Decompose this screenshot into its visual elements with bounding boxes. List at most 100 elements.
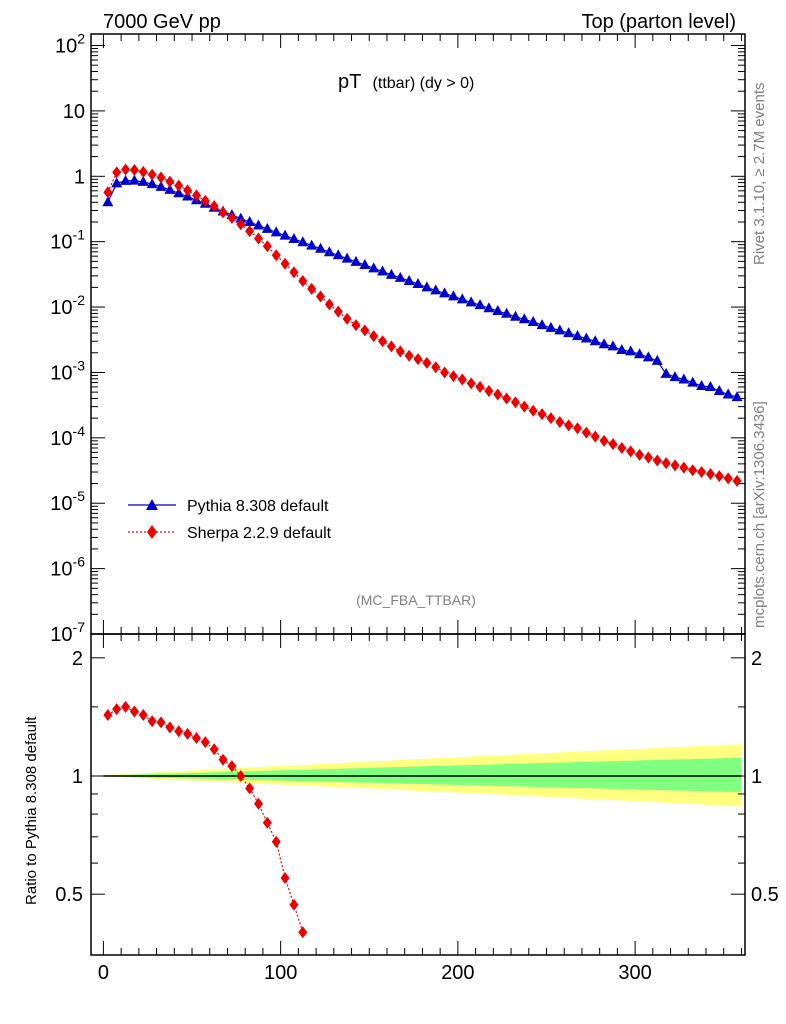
- triangle-marker: [447, 290, 459, 301]
- diamond-marker: [103, 709, 113, 722]
- diamond-marker: [289, 266, 299, 279]
- diamond-marker: [555, 415, 565, 428]
- triangle-marker: [589, 335, 601, 346]
- diamond-marker: [431, 361, 441, 374]
- main-frame: [90, 33, 746, 635]
- diamond-marker: [191, 189, 201, 202]
- diamond-marker: [626, 445, 636, 458]
- diamond-marker: [156, 171, 166, 184]
- diamond-marker: [697, 466, 707, 479]
- diamond-marker: [519, 400, 529, 413]
- x-tick-label: 200: [441, 962, 474, 984]
- triangle-marker: [527, 316, 539, 327]
- triangle-marker: [377, 265, 389, 276]
- diamond-marker: [227, 760, 237, 773]
- diamond-marker: [209, 200, 219, 213]
- triangle-marker: [634, 348, 646, 359]
- triangle-marker: [412, 278, 424, 289]
- diamond-marker: [183, 727, 193, 740]
- diamond-marker: [138, 709, 148, 722]
- diamond-marker: [262, 816, 272, 829]
- diamond-marker: [253, 232, 263, 245]
- diamond-marker: [475, 380, 485, 393]
- diamond-marker: [590, 430, 600, 443]
- x-tick-label: 0: [98, 962, 109, 984]
- diamond-marker: [121, 163, 131, 176]
- x-tick-label: 300: [618, 962, 651, 984]
- y-tick-label: 10-7: [50, 619, 85, 646]
- triangle-marker: [616, 344, 628, 355]
- diamond-marker: [652, 454, 662, 467]
- triangle-marker: [385, 268, 397, 279]
- triangle-marker: [128, 174, 140, 185]
- series-line: [107, 168, 738, 482]
- diamond-marker: [271, 249, 281, 262]
- diamond-marker: [280, 871, 290, 884]
- diamond-marker: [466, 377, 476, 390]
- diamond-marker: [484, 385, 494, 398]
- triangle-marker: [456, 293, 468, 304]
- ratio-y-tick-label: 2: [72, 648, 83, 670]
- triangle-marker: [545, 321, 557, 332]
- diamond-marker: [165, 721, 175, 734]
- diamond-marker: [236, 770, 246, 783]
- ratio-y-tick-label-right: 0.5: [751, 884, 779, 906]
- analysis-tag: (MC_FBA_TTBAR): [356, 592, 476, 608]
- triangle-marker: [421, 281, 433, 292]
- source-label: mcplots.cern.ch [arXiv:1306.3436]: [751, 401, 768, 628]
- diamond-marker: [404, 349, 414, 362]
- y-tick-label: 10: [63, 101, 85, 123]
- diamond-marker: [422, 356, 432, 369]
- diamond-marker: [121, 700, 131, 713]
- diamond-marker: [386, 340, 396, 353]
- legend-sherpa-marker: [147, 525, 157, 539]
- diamond-marker: [581, 426, 591, 439]
- diamond-marker: [324, 298, 334, 311]
- ratio-y-tick-label: 0.5: [55, 884, 83, 906]
- diamond-marker: [103, 186, 113, 199]
- triangle-marker: [501, 307, 513, 318]
- triangle-marker: [350, 255, 362, 266]
- diamond-marker: [280, 257, 290, 270]
- y-tick-label: 10-4: [50, 423, 85, 450]
- triangle-marker: [731, 391, 743, 402]
- diamond-marker: [262, 240, 272, 253]
- diamond-marker: [608, 438, 618, 451]
- y-tick-label: 10-1: [50, 227, 85, 254]
- triangle-marker: [430, 284, 442, 295]
- y-tick-label: 10-5: [50, 488, 85, 515]
- diamond-marker: [245, 225, 255, 238]
- diamond-marker: [661, 457, 671, 470]
- diamond-marker: [138, 165, 148, 178]
- triangle-marker: [439, 287, 451, 298]
- triangle-marker: [607, 340, 619, 351]
- series-line: [107, 179, 738, 398]
- diamond-marker: [218, 753, 228, 766]
- diamond-marker: [236, 218, 246, 231]
- diamond-marker: [147, 168, 157, 181]
- diamond-marker: [440, 366, 450, 379]
- triangle-marker: [155, 180, 167, 191]
- diamond-marker: [156, 716, 166, 729]
- y-tick-label: 10-3: [50, 357, 85, 384]
- diamond-marker: [723, 472, 733, 485]
- diamond-marker: [271, 835, 281, 848]
- triangle-marker: [563, 327, 575, 338]
- triangle-marker: [297, 236, 309, 247]
- triangle-marker: [572, 330, 584, 341]
- triangle-marker: [713, 385, 725, 396]
- legend: Pythia 8.308 default Sherpa 2.2.9 defaul…: [128, 498, 332, 542]
- diamond-marker: [573, 422, 583, 435]
- legend-sherpa-label: Sherpa 2.2.9 default: [187, 525, 332, 542]
- triangle-marker: [678, 373, 690, 384]
- diamond-marker: [218, 206, 228, 219]
- diamond-marker: [510, 396, 520, 409]
- diamond-marker: [599, 434, 609, 447]
- y-tick-label: 1: [74, 166, 85, 188]
- triangle-marker: [137, 175, 149, 186]
- triangle-marker: [554, 324, 566, 335]
- diamond-marker: [200, 736, 210, 749]
- triangle-marker: [235, 212, 247, 223]
- triangle-marker: [146, 178, 158, 189]
- diamond-marker: [316, 290, 326, 303]
